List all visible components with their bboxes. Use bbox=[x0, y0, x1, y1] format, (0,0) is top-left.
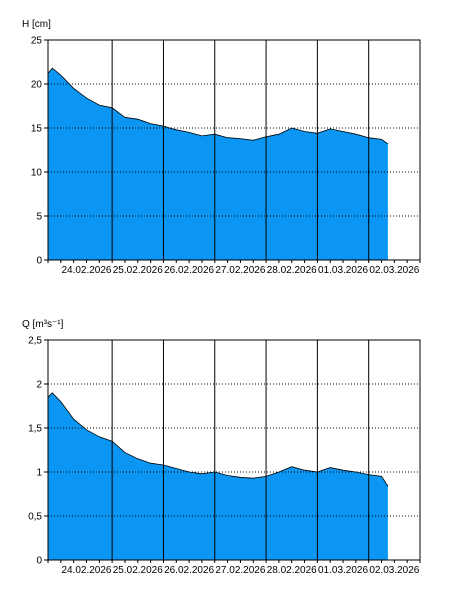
x-tick-label: 28.02.2026 bbox=[267, 265, 317, 276]
x-tick-label: 27.02.2026 bbox=[215, 565, 265, 576]
x-tick-label: 02.03.2026 bbox=[369, 565, 419, 576]
y-tick-label: 1 bbox=[36, 468, 42, 479]
x-tick-label: 25.02.2026 bbox=[113, 565, 163, 576]
y-tick-label: 20 bbox=[31, 80, 43, 91]
y-axis-label: H [cm] bbox=[22, 19, 51, 30]
series-area bbox=[48, 392, 388, 560]
y-tick-label: 5 bbox=[36, 212, 42, 223]
y-tick-label: 2 bbox=[36, 380, 42, 391]
x-tick-label: 24.02.2026 bbox=[61, 565, 111, 576]
y-tick-label: 10 bbox=[31, 168, 43, 179]
x-tick-label: 01.03.2026 bbox=[318, 265, 368, 276]
y-tick-label: 1,5 bbox=[28, 424, 42, 435]
x-tick-label: 02.03.2026 bbox=[369, 265, 419, 276]
chart-2: 0 0,5 1 1,5 2 2,5 24.02.2026 25.02.2026 26.02.20… bbox=[22, 319, 421, 576]
y-axis-label: Q [m³s⁻¹] bbox=[22, 319, 64, 330]
chart-1: 0 5 10 15 20 25 24.02.2026 25.02.2026 26.02.2026… bbox=[22, 19, 421, 276]
x-tick-label: 26.02.2026 bbox=[164, 565, 214, 576]
y-tick-label: 25 bbox=[31, 36, 43, 47]
y-tick-label: 0,5 bbox=[28, 512, 42, 523]
series-area bbox=[48, 68, 388, 260]
x-tick-label: 25.02.2026 bbox=[113, 265, 163, 276]
x-tick-label: 24.02.2026 bbox=[61, 265, 111, 276]
x-tick-label: 28.02.2026 bbox=[267, 565, 317, 576]
y-tick-label: 15 bbox=[31, 124, 43, 135]
y-tick-label: 0 bbox=[36, 556, 42, 567]
y-tick-label: 2,5 bbox=[28, 336, 42, 347]
plot-frame bbox=[47, 39, 421, 261]
x-tick-label: 27.02.2026 bbox=[215, 265, 265, 276]
x-tick-label: 01.03.2026 bbox=[318, 565, 368, 576]
x-tick-label: 26.02.2026 bbox=[164, 265, 214, 276]
y-tick-label: 0 bbox=[36, 256, 42, 267]
plot-frame bbox=[47, 339, 421, 561]
